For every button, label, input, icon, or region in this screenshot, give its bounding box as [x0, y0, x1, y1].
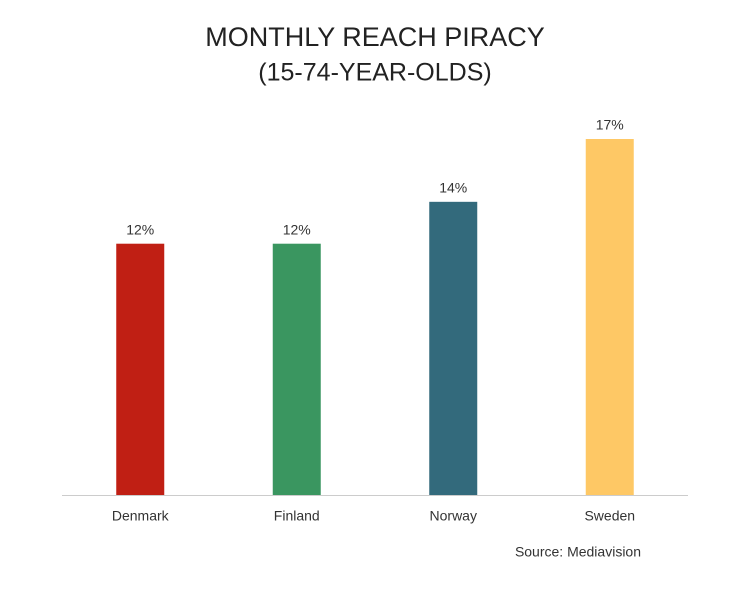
x-tick-label: Finland — [274, 508, 320, 524]
bar — [585, 139, 634, 495]
bar — [429, 201, 478, 495]
value-label: 17% — [596, 117, 624, 133]
value-label: 12% — [126, 221, 154, 237]
bar — [272, 243, 321, 495]
x-tick-label: Denmark — [112, 508, 170, 524]
bar — [116, 243, 165, 495]
chart-subtitle: (15-74-YEAR-OLDS) — [258, 59, 491, 87]
x-tick-label: Norway — [430, 508, 477, 524]
source-note: Source: Mediavision — [515, 544, 641, 560]
x-tick-label: Sweden — [584, 508, 635, 524]
value-label: 12% — [283, 221, 311, 237]
value-label: 14% — [439, 180, 467, 196]
chart-title: MONTHLY REACH PIRACY — [205, 22, 545, 52]
